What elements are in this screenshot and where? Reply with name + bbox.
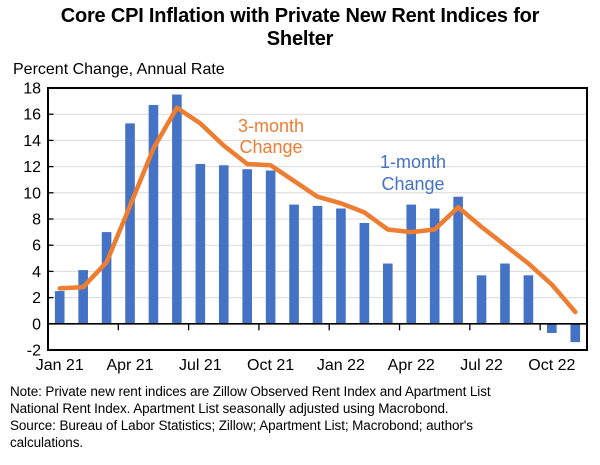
y-axis-label: 6 bbox=[32, 238, 41, 255]
x-axis-label: Apr 22 bbox=[388, 357, 435, 374]
bar bbox=[453, 196, 463, 324]
series-annotation: 1-month bbox=[380, 152, 446, 172]
x-axis-label: Jul 21 bbox=[179, 357, 222, 374]
bar bbox=[359, 222, 370, 324]
y-axis-label: 10 bbox=[23, 185, 41, 202]
bar bbox=[54, 291, 65, 324]
bar bbox=[312, 205, 323, 324]
x-axis-label: Jan 21 bbox=[36, 357, 84, 374]
y-axis-label: 8 bbox=[32, 212, 41, 229]
bar bbox=[172, 94, 182, 324]
bar bbox=[429, 208, 440, 324]
bar bbox=[242, 169, 252, 324]
x-axis-label: Jan 22 bbox=[317, 357, 365, 374]
y-axis-label: 12 bbox=[23, 159, 41, 176]
y-axis-label: -2 bbox=[27, 343, 41, 360]
bar bbox=[500, 263, 510, 324]
bar bbox=[570, 323, 581, 343]
series-annotation: 3-month bbox=[238, 116, 304, 136]
series-annotation: Change bbox=[239, 137, 302, 157]
note-line4: calculations. bbox=[10, 435, 83, 450]
y-axis-label: 0 bbox=[32, 316, 41, 333]
bar bbox=[218, 165, 229, 324]
x-axis-label: Oct 21 bbox=[247, 357, 294, 374]
plot-frame bbox=[47, 87, 588, 351]
note-line2: National Rent Index. Apartment List seas… bbox=[10, 401, 449, 416]
x-axis-label: Jul 22 bbox=[460, 357, 503, 374]
bar bbox=[547, 323, 557, 333]
bar bbox=[406, 204, 417, 324]
bar bbox=[125, 123, 135, 324]
chart-title-line1: Core CPI Inflation with Private New Rent… bbox=[60, 5, 540, 27]
chart-title: Core CPI Inflation with Private New Rent… bbox=[0, 5, 600, 51]
note-line3: Source: Bureau of Labor Statistics; Zill… bbox=[10, 418, 473, 433]
bar bbox=[523, 275, 534, 324]
y-axis-label: 2 bbox=[32, 290, 41, 307]
chart-title-line2: Shelter bbox=[266, 28, 334, 50]
x-axis-label: Oct 22 bbox=[528, 357, 575, 374]
y-axis-label: 4 bbox=[32, 264, 41, 281]
bar bbox=[265, 170, 276, 324]
bar bbox=[383, 263, 393, 324]
bar bbox=[476, 275, 487, 324]
bar bbox=[195, 163, 206, 324]
trend-line bbox=[57, 105, 578, 315]
x-axis-label: Apr 21 bbox=[106, 357, 153, 374]
y-axis-label: 14 bbox=[23, 133, 41, 150]
y-axis-units-label: Percent Change, Annual Rate bbox=[13, 61, 225, 78]
series-annotation: Change bbox=[381, 174, 444, 194]
bar bbox=[101, 232, 112, 324]
y-axis-label: 18 bbox=[23, 81, 41, 98]
bar bbox=[289, 204, 299, 324]
bar bbox=[336, 208, 346, 324]
note-line1: Note: Private new rent indices are Zillo… bbox=[10, 384, 491, 399]
bar bbox=[148, 105, 159, 324]
note-text: Note: Private new rent indices are Zillo… bbox=[10, 383, 596, 451]
y-axis-label: 16 bbox=[23, 107, 41, 124]
bar bbox=[78, 270, 88, 324]
